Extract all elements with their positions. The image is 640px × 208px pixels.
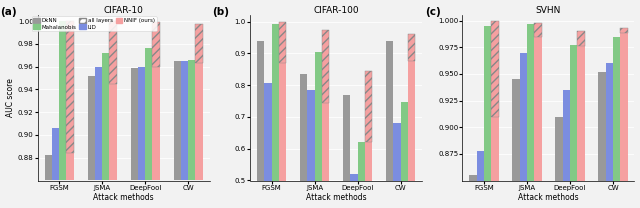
Bar	[401, 102, 408, 181]
Bar	[131, 68, 138, 181]
Bar	[577, 31, 584, 46]
Bar	[598, 72, 605, 181]
Text: (b): (b)	[212, 7, 229, 17]
Bar	[365, 142, 372, 181]
Bar	[102, 53, 109, 181]
Bar	[181, 61, 188, 181]
Bar	[300, 74, 307, 181]
Bar	[88, 76, 95, 181]
Bar	[257, 41, 264, 181]
Bar	[520, 53, 527, 181]
Bar	[477, 151, 484, 181]
Bar	[52, 128, 59, 181]
Bar	[350, 173, 358, 181]
Bar	[95, 67, 102, 181]
Bar	[534, 37, 541, 181]
Bar	[605, 63, 613, 181]
Bar	[570, 45, 577, 181]
Bar	[408, 34, 415, 61]
Bar	[45, 155, 52, 181]
Bar	[188, 60, 195, 181]
Title: CIFAR-10: CIFAR-10	[104, 6, 143, 15]
Bar	[322, 103, 329, 181]
Bar	[484, 26, 492, 181]
Bar	[195, 25, 203, 63]
Legend: DkNN, Mahalanobis, all layers, LID, NNIF (ours): DkNN, Mahalanobis, all layers, LID, NNIF…	[32, 16, 157, 31]
X-axis label: Attack methods: Attack methods	[518, 193, 579, 202]
Bar	[492, 116, 499, 181]
Bar	[358, 142, 365, 181]
Bar	[469, 175, 477, 181]
Bar	[513, 79, 520, 181]
Text: (a): (a)	[0, 7, 17, 17]
Bar	[343, 95, 350, 181]
Bar	[67, 153, 74, 181]
Bar	[556, 116, 563, 181]
Bar	[279, 22, 286, 63]
Bar	[563, 90, 570, 181]
Bar	[620, 28, 628, 33]
Bar	[152, 67, 160, 181]
Bar	[152, 22, 160, 67]
X-axis label: Attack methods: Attack methods	[93, 193, 154, 202]
Bar	[386, 41, 393, 181]
Bar	[109, 84, 116, 181]
Bar	[264, 83, 271, 181]
Bar	[307, 90, 314, 181]
Bar	[67, 21, 74, 153]
Title: CIFAR-100: CIFAR-100	[313, 6, 359, 15]
Bar	[109, 21, 116, 84]
Bar	[271, 24, 279, 181]
Bar	[408, 61, 415, 181]
Bar	[492, 21, 499, 116]
Bar	[620, 33, 628, 181]
Bar	[534, 23, 541, 37]
X-axis label: Attack methods: Attack methods	[306, 193, 366, 202]
Text: (c): (c)	[424, 7, 440, 17]
Bar	[314, 52, 322, 181]
Bar	[527, 24, 534, 181]
Bar	[138, 67, 145, 181]
Bar	[365, 71, 372, 142]
Bar	[59, 21, 67, 181]
Bar	[145, 48, 152, 181]
Y-axis label: AUC score: AUC score	[6, 78, 15, 117]
Bar	[322, 30, 329, 103]
Bar	[393, 123, 401, 181]
Bar	[195, 63, 203, 181]
Bar	[613, 37, 620, 181]
Bar	[173, 61, 181, 181]
Title: SVHN: SVHN	[536, 6, 561, 15]
Bar	[279, 63, 286, 181]
Bar	[577, 46, 584, 181]
